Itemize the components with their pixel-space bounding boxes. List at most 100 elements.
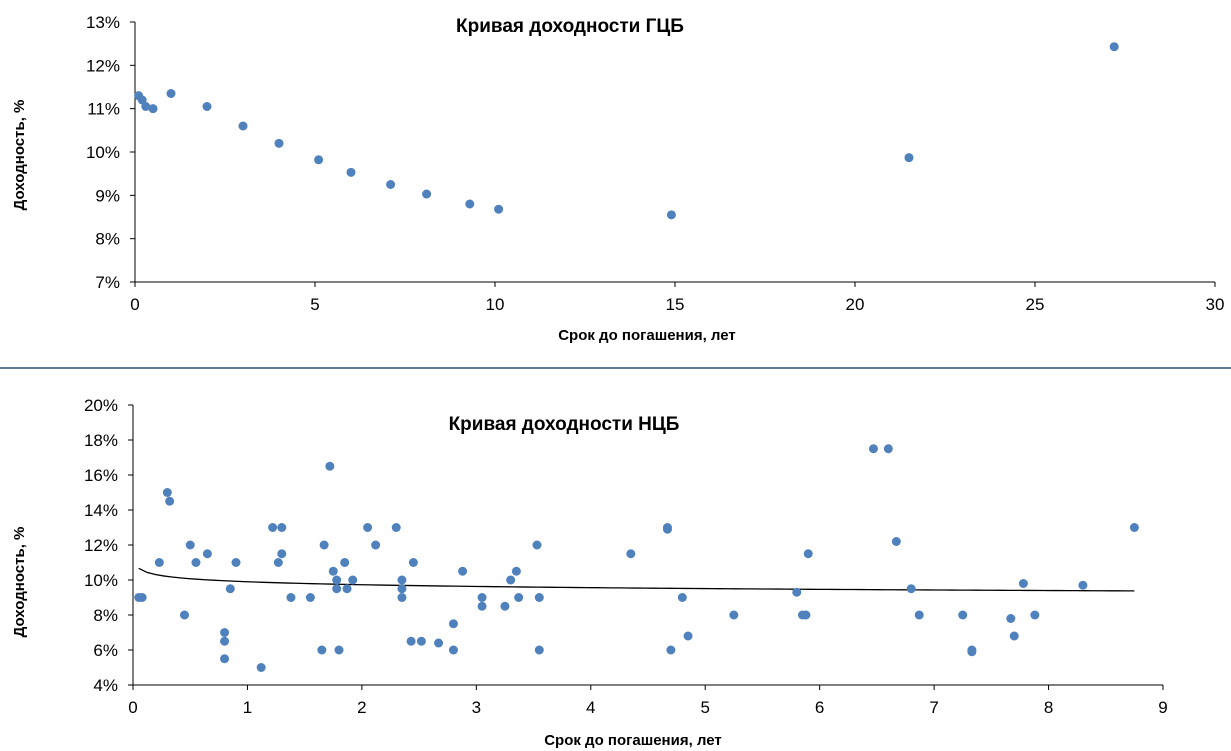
data-point <box>346 167 356 177</box>
data-point <box>534 593 544 602</box>
data-point <box>1129 523 1139 532</box>
data-point <box>1078 580 1088 590</box>
data-point <box>348 575 358 585</box>
data-point <box>334 645 344 655</box>
data-point <box>666 645 676 655</box>
x-tick-label: 5 <box>310 295 319 314</box>
data-point <box>465 199 475 209</box>
y-tick-label: 12% <box>84 536 118 555</box>
data-point <box>626 549 636 559</box>
y-tick-label: 12% <box>86 56 120 75</box>
chart-gcb-points <box>134 42 1119 220</box>
data-point <box>256 663 266 672</box>
x-tick-label: 5 <box>700 698 709 717</box>
data-point <box>729 610 739 620</box>
chart-gcb-x-ticks: 0 5 10 15 20 25 30 <box>130 282 1224 314</box>
chart-gcb-x-label: Срок до погашения, лет <box>558 327 736 344</box>
data-point <box>904 153 914 163</box>
data-point <box>532 540 542 550</box>
data-point <box>220 628 230 637</box>
x-tick-label: 9 <box>1158 698 1167 717</box>
data-point <box>371 540 381 550</box>
data-point <box>967 647 977 657</box>
x-tick-label: 25 <box>1026 295 1045 314</box>
x-tick-label: 30 <box>1206 295 1225 314</box>
data-point <box>906 584 916 594</box>
data-point <box>666 210 676 220</box>
y-tick-label: 20% <box>84 396 118 415</box>
data-point <box>408 558 418 567</box>
data-point <box>148 104 158 114</box>
data-point <box>868 444 878 454</box>
data-point <box>340 558 350 567</box>
data-point <box>314 155 324 165</box>
data-point <box>1030 610 1040 620</box>
data-point <box>231 558 241 567</box>
data-point <box>317 645 327 655</box>
x-tick-label: 10 <box>486 295 505 314</box>
data-point <box>332 584 342 594</box>
data-point <box>274 138 284 148</box>
data-point <box>662 524 672 534</box>
data-point <box>185 540 195 550</box>
x-tick-label: 1 <box>243 698 252 717</box>
data-point <box>277 549 287 559</box>
data-point <box>1006 614 1016 623</box>
data-point <box>958 610 968 620</box>
y-tick-label: 14% <box>84 501 118 520</box>
data-point <box>397 593 407 602</box>
data-point <box>397 575 407 585</box>
data-point <box>458 566 468 576</box>
data-point <box>1009 631 1019 641</box>
chart-ncb-trendline <box>138 567 1135 592</box>
x-tick-label: 8 <box>1044 698 1053 717</box>
data-point <box>448 645 458 655</box>
data-point <box>154 558 164 567</box>
x-tick-label: 4 <box>586 698 595 717</box>
data-point <box>273 558 283 567</box>
x-tick-label: 0 <box>130 295 139 314</box>
y-tick-label: 6% <box>93 641 118 660</box>
chart-ncb-points <box>134 444 1139 672</box>
y-tick-label: 11% <box>87 100 120 119</box>
y-tick-label: 13% <box>86 13 120 32</box>
data-point <box>225 584 235 594</box>
chart-gcb: Кривая доходности ГЦБ 7% 8% 9% 10% 11% 12% 13%… <box>11 13 1224 344</box>
chart-ncb-y-ticks: 4% 6% 8% 10% 12% 14% 16% 18% 20% <box>84 396 133 695</box>
chart-ncb: Кривая доходности НЦБ 4% 6% 8% 10% 12% 14% 16%… <box>11 396 1168 749</box>
data-point <box>477 601 487 611</box>
data-point <box>422 189 432 199</box>
data-point <box>803 549 813 559</box>
data-point <box>511 566 521 576</box>
data-point <box>220 636 230 646</box>
data-point <box>792 587 802 597</box>
chart-ncb-x-label: Срок до погашения, лет <box>544 732 722 749</box>
data-point <box>202 549 212 559</box>
data-point <box>677 593 687 602</box>
data-point <box>448 619 458 629</box>
data-point <box>342 584 352 594</box>
data-point <box>305 593 315 602</box>
y-tick-label: 4% <box>93 676 118 695</box>
y-tick-label: 10% <box>86 143 120 162</box>
data-point <box>534 645 544 655</box>
data-point <box>202 102 212 111</box>
x-tick-label: 3 <box>472 698 481 717</box>
x-tick-label: 6 <box>815 698 824 717</box>
y-tick-label: 8% <box>95 230 120 249</box>
data-point <box>220 654 230 664</box>
data-point <box>434 638 444 648</box>
x-tick-label: 0 <box>128 698 137 717</box>
data-point <box>180 610 189 620</box>
y-tick-label: 16% <box>84 466 118 485</box>
y-tick-label: 10% <box>84 571 118 590</box>
data-point <box>238 121 248 131</box>
data-point <box>141 102 151 111</box>
data-point <box>914 610 924 620</box>
data-point <box>386 180 396 189</box>
chart-gcb-y-ticks: 7% 8% 9% 10% 11% 12% 13% <box>86 13 135 292</box>
chart-ncb-x-ticks: 0 1 2 3 4 5 6 7 8 9 <box>128 685 1168 717</box>
y-tick-label: 8% <box>93 606 118 625</box>
data-point <box>319 540 329 550</box>
